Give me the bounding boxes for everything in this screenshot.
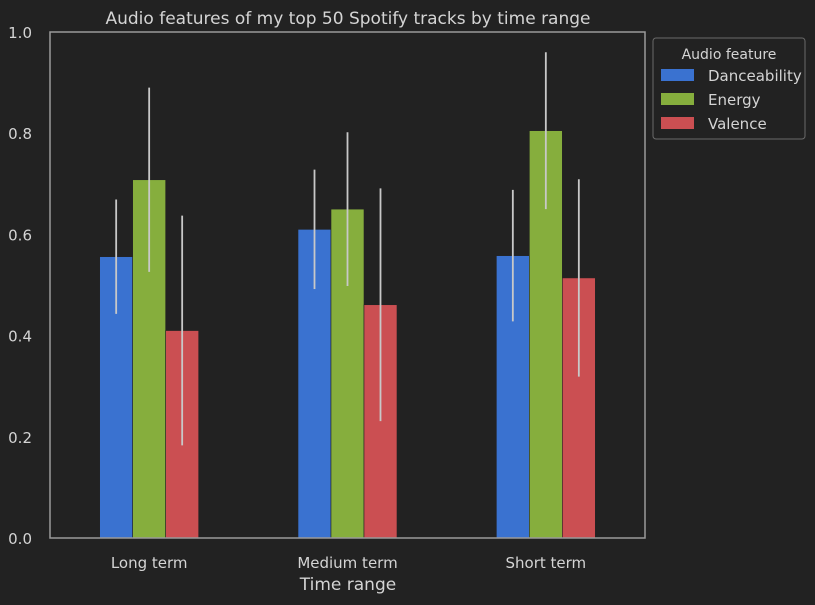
x-tick-label: Medium term bbox=[297, 554, 397, 572]
y-tick-label: 0.8 bbox=[8, 125, 32, 143]
legend-swatch-valence bbox=[661, 117, 694, 129]
x-axis: Long term Medium term Short term bbox=[111, 554, 586, 572]
legend-swatch-danceability bbox=[661, 69, 694, 81]
y-tick-label: 0.0 bbox=[8, 530, 32, 548]
legend-swatch-energy bbox=[661, 93, 694, 105]
legend: Audio feature Danceability Energy Valence bbox=[652, 37, 806, 140]
legend-label-danceability: Danceability bbox=[708, 67, 802, 85]
x-tick-label: Short term bbox=[506, 554, 587, 572]
legend-label-energy: Energy bbox=[708, 91, 761, 109]
y-tick-label: 0.6 bbox=[8, 226, 32, 244]
legend-items: Danceability Energy Valence bbox=[661, 67, 802, 133]
y-tick-label: 0.4 bbox=[8, 328, 32, 346]
chart-title: Audio features of my top 50 Spotify trac… bbox=[105, 9, 590, 29]
y-tick-label: 1.0 bbox=[8, 24, 32, 42]
y-axis: 0.0 0.2 0.4 0.6 0.8 1.0 bbox=[8, 24, 32, 548]
legend-title: Audio feature bbox=[682, 47, 777, 63]
legend-box bbox=[652, 37, 806, 140]
x-axis-label: Time range bbox=[299, 575, 396, 595]
plot-frame bbox=[49, 31, 646, 539]
plot-area bbox=[99, 52, 596, 539]
y-tick-label: 0.2 bbox=[8, 429, 32, 447]
legend-label-valence: Valence bbox=[708, 115, 767, 133]
x-tick-label: Long term bbox=[111, 554, 188, 572]
